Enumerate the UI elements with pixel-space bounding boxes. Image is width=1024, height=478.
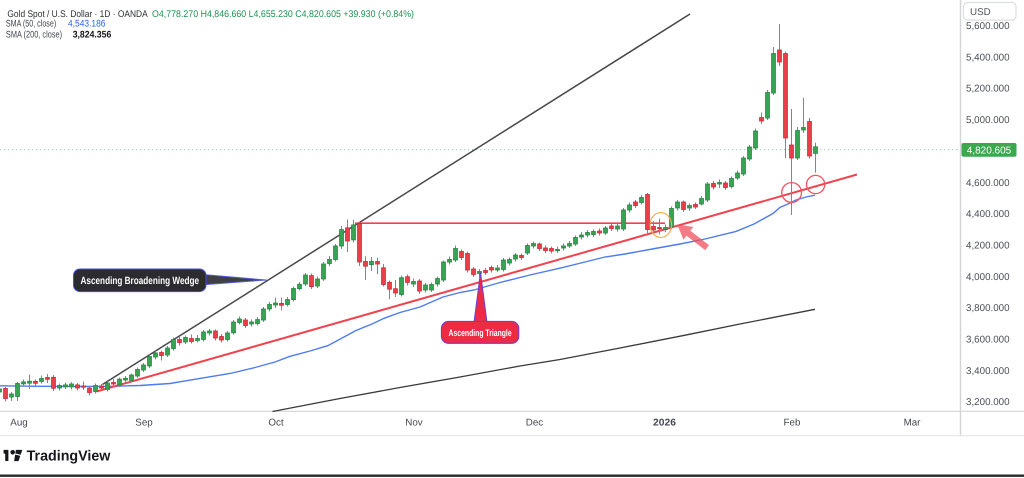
svg-text:5,600.000: 5,600.000 (966, 21, 1010, 32)
svg-text:4,543.186: 4,543.186 (68, 19, 106, 30)
svg-text:3,800.000: 3,800.000 (966, 303, 1010, 314)
svg-text:4,600.000: 4,600.000 (966, 178, 1010, 189)
svg-text:Mar: Mar (904, 418, 922, 429)
svg-text:4,820.605: 4,820.605 (967, 145, 1012, 156)
svg-text:5,400.000: 5,400.000 (966, 52, 1010, 63)
svg-text:5,000.000: 5,000.000 (966, 115, 1010, 126)
svg-text:3,600.000: 3,600.000 (966, 335, 1010, 346)
svg-text:5,200.000: 5,200.000 (966, 84, 1010, 95)
svg-text:Dec: Dec (526, 418, 544, 429)
svg-text:O4,778.270 H4,846.660 L4,655.2: O4,778.270 H4,846.660 L4,655.230 C4,820.… (152, 9, 414, 20)
svg-text:USD: USD (970, 7, 991, 18)
svg-text:3,400.000: 3,400.000 (966, 366, 1010, 377)
svg-text:Ascending Broadening Wedge: Ascending Broadening Wedge (80, 275, 199, 287)
svg-text:4,400.000: 4,400.000 (966, 209, 1010, 220)
svg-text:4,000.000: 4,000.000 (966, 272, 1010, 283)
svg-text:Aug: Aug (10, 418, 27, 429)
svg-text:Nov: Nov (405, 418, 423, 429)
svg-text:4,200.000: 4,200.000 (966, 241, 1010, 252)
svg-text:2026: 2026 (653, 418, 676, 429)
svg-text:Gold Spot / U.S. Dollar · 1D ·: Gold Spot / U.S. Dollar · 1D · OANDA (7, 9, 148, 20)
svg-text:SMA (200, close): SMA (200, close) (6, 30, 62, 41)
svg-text:3,824.356: 3,824.356 (73, 30, 112, 41)
svg-text:Sep: Sep (135, 418, 153, 429)
svg-text:Feb: Feb (784, 418, 801, 429)
svg-text:3,200.000: 3,200.000 (966, 397, 1010, 408)
svg-text:Ascending Triangle: Ascending Triangle (449, 328, 512, 339)
svg-text:TradingView: TradingView (27, 449, 111, 465)
svg-text:Oct: Oct (268, 418, 284, 429)
svg-text:SMA (50, close): SMA (50, close) (6, 19, 56, 30)
